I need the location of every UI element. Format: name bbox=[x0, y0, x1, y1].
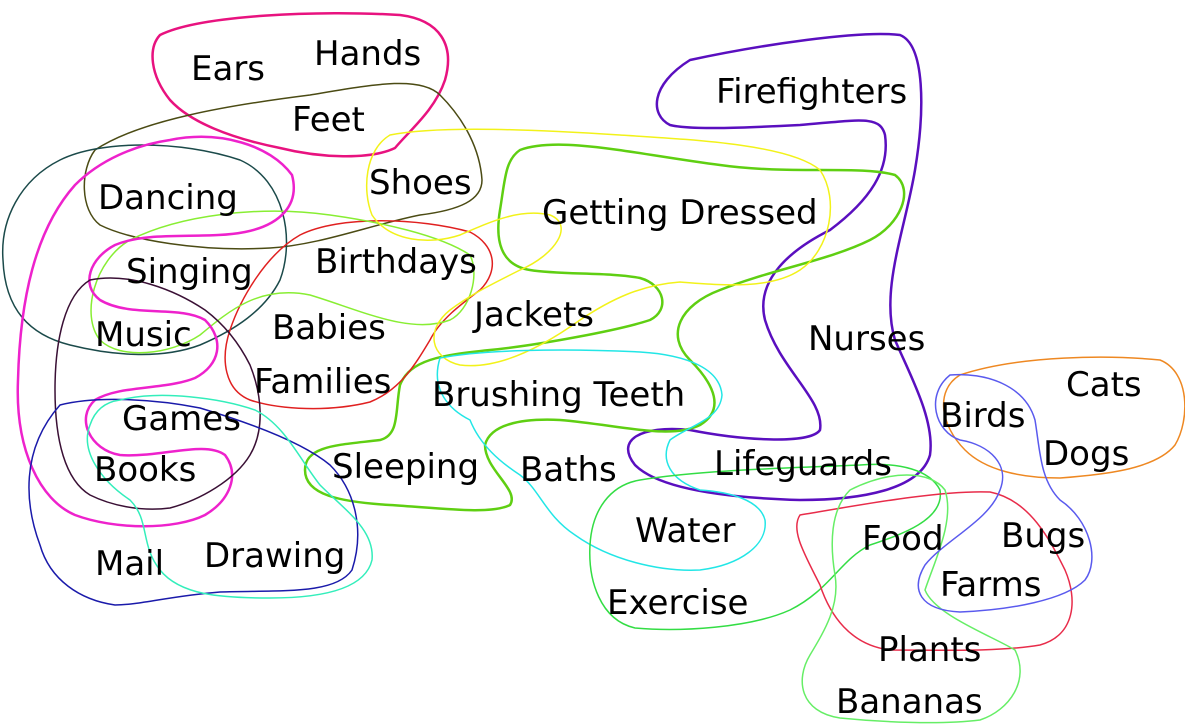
word-dancing: Dancing bbox=[98, 178, 238, 218]
outline-dancing-music bbox=[1, 144, 288, 356]
word-ears: Ears bbox=[191, 49, 266, 89]
word-farms: Farms bbox=[940, 565, 1042, 605]
word-mail: Mail bbox=[95, 544, 165, 584]
word-hands: Hands bbox=[314, 34, 422, 74]
word-water: Water bbox=[635, 511, 736, 551]
outline-cats-dogs bbox=[943, 356, 1185, 479]
word-games: Games bbox=[122, 399, 241, 439]
outline-shoes-feet bbox=[83, 82, 483, 250]
outline-body-parts bbox=[151, 11, 450, 158]
word-getting-dressed: Getting Dressed bbox=[542, 193, 818, 233]
outline-food-bananas bbox=[801, 474, 1021, 724]
word-lifeguards: Lifeguards bbox=[714, 444, 892, 484]
outline-music-books bbox=[54, 277, 261, 510]
word-jackets: Jackets bbox=[474, 295, 594, 335]
outline-birthdays-families bbox=[224, 220, 494, 410]
outline-books-mail bbox=[28, 398, 359, 606]
word-books: Books bbox=[94, 450, 197, 490]
word-birds: Birds bbox=[940, 396, 1026, 436]
word-cats: Cats bbox=[1066, 365, 1142, 405]
outline-singing-babies bbox=[90, 210, 475, 354]
outline-water-exercise bbox=[589, 463, 941, 631]
word-baths: Baths bbox=[520, 450, 617, 490]
word-singing: Singing bbox=[126, 252, 253, 292]
word-bugs: Bugs bbox=[1001, 516, 1086, 556]
word-bananas: Bananas bbox=[836, 682, 983, 722]
outline-games-drawing bbox=[86, 394, 373, 599]
outline-helpers bbox=[627, 32, 932, 502]
word-plants: Plants bbox=[878, 630, 982, 670]
word-babies: Babies bbox=[272, 308, 386, 348]
word-families: Families bbox=[254, 362, 392, 402]
word-birthdays: Birthdays bbox=[315, 242, 477, 282]
word-sleeping: Sleeping bbox=[332, 447, 480, 487]
word-exercise: Exercise bbox=[607, 583, 749, 623]
word-food: Food bbox=[862, 519, 944, 559]
word-music: Music bbox=[95, 315, 192, 355]
word-drawing: Drawing bbox=[204, 536, 346, 576]
word-brushing-teeth: Brushing Teeth bbox=[432, 375, 686, 415]
word-feet: Feet bbox=[292, 100, 365, 140]
word-firefighters: Firefighters bbox=[716, 72, 908, 112]
outline-birds-bugs bbox=[917, 373, 1093, 613]
outline-brushing-baths bbox=[436, 349, 766, 571]
word-dogs: Dogs bbox=[1043, 434, 1130, 474]
word-shoes: Shoes bbox=[369, 163, 472, 203]
word-nurses: Nurses bbox=[808, 319, 926, 359]
outline-getting-dressed bbox=[303, 143, 906, 512]
outline-shoes-jackets bbox=[366, 128, 832, 367]
outline-food-plants bbox=[796, 491, 1073, 652]
outline-dancing-books bbox=[16, 135, 295, 528]
